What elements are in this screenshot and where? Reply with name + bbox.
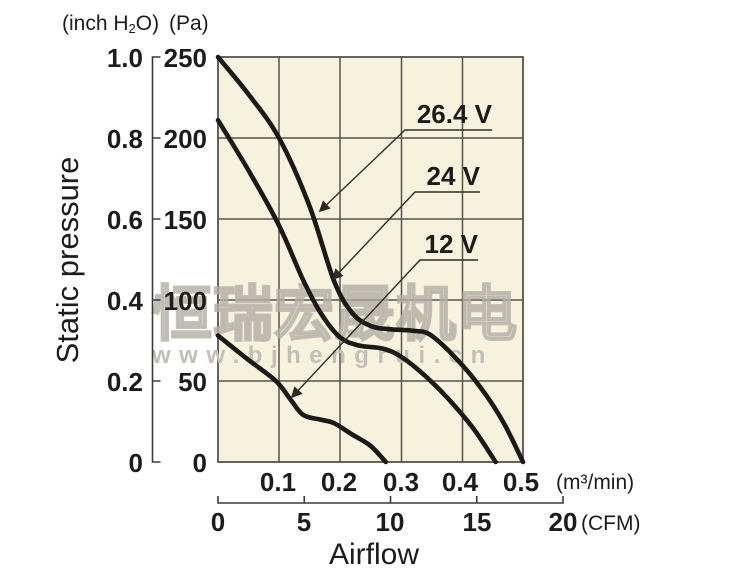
curve-label-12v: 12 V [424,229,479,259]
x-tick-cfm: 5 [296,507,312,537]
gridlines [218,57,523,462]
y-axis-unit-inch-h2o: (inch H2O) [62,12,159,41]
y-tick-inch: 0 [128,448,143,478]
x-tick-m3min: 0.3 [382,467,420,497]
curve-12v [215,333,389,465]
curve-label-24v: 24 V [426,161,481,191]
x-tick-cfm: 15 [462,507,492,537]
x-tick-cfm: 0 [210,507,226,537]
x-axis-title: Airflow [328,538,419,571]
curve-label-26-4v: 26.4 V [416,99,492,129]
leader-line-12v [290,259,478,399]
y-tick-inch: 0.6 [106,205,143,235]
x-tick-m3min: 0.4 [441,467,479,497]
y-axis-unit-pa: (Pa) [169,12,209,35]
x-axis-unit-m3min: (m³/min) [556,471,635,494]
inch-h2o-unit-suffix: O) [135,12,160,35]
y-axis-title: Static pressure [50,156,85,364]
x-tick-m3min: 0.2 [320,467,358,497]
y-tick-inch: 1.0 [106,43,143,73]
y-tick-pa: 0 [192,448,207,478]
curve-26-4v [215,54,526,465]
curve-24v [215,117,498,465]
x-axis-unit-cfm: (CFM) [581,512,641,535]
y-tick-inch: 0.8 [106,124,143,154]
y-tick-pa: 100 [163,286,207,316]
cfm-axis-line [217,496,564,504]
inch-h2o-axis-line [151,56,161,463]
x-tick-m3min: 0.1 [259,467,297,497]
leader-line-24v [331,191,480,281]
leader-line-26-4v [318,129,492,213]
y-tick-pa: 150 [163,205,207,235]
y-tick-pa: 50 [178,367,207,397]
x-tick-m3min: 0.5 [502,467,540,497]
y-tick-pa: 250 [163,43,207,73]
watermark-company-text: 恒瑞宏晟机电 [151,280,518,349]
inch-h2o-unit-subscript: 2 [128,20,136,36]
y-tick-pa: 200 [163,124,207,154]
watermark-url-text: www.bjhengrui.cn [152,342,494,369]
x-tick-cfm: 20 [548,507,578,537]
inch-h2o-unit-prefix: (inch H [62,12,129,35]
y-tick-inch: 0.4 [106,286,143,316]
y-tick-inch: 0.2 [106,367,143,397]
x-tick-cfm: 10 [375,507,405,537]
